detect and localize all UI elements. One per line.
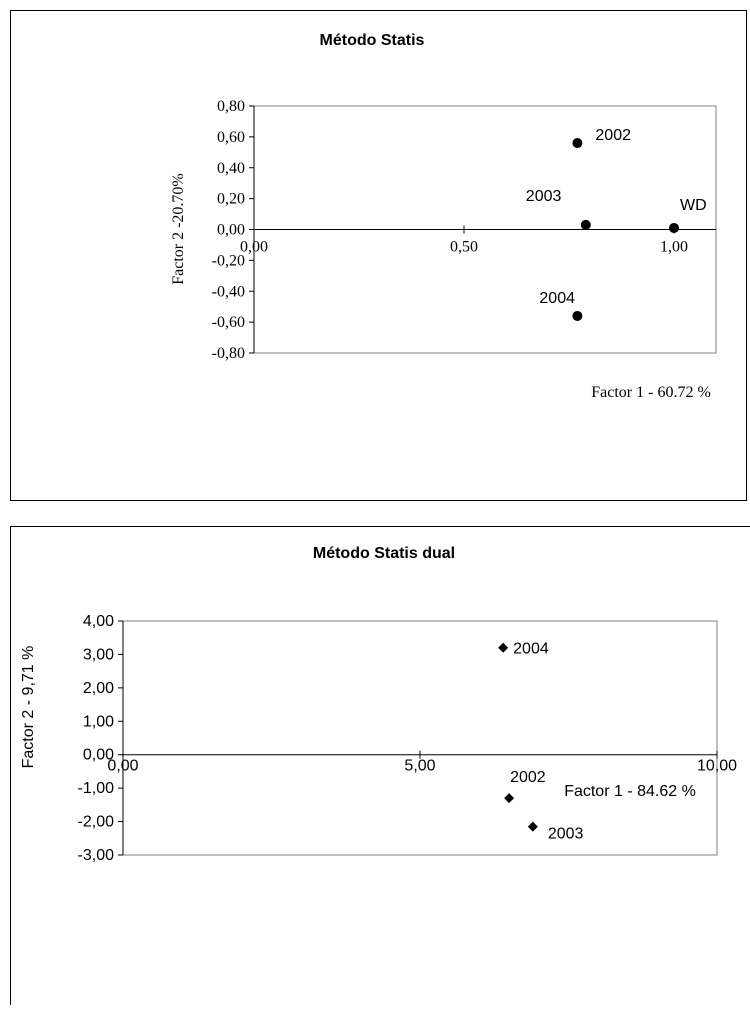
y-axis-label: Factor 2 -20.70%: [170, 173, 187, 285]
chart-statis-dual: Método Statis dual Factor 2 - 9,71 % Fac…: [20, 545, 738, 864]
data-label-2002: 2002: [595, 127, 631, 144]
data-point-2003: [527, 821, 538, 832]
data-point-2003: [580, 219, 591, 230]
y-tick-label: 0,80: [217, 98, 245, 115]
chart-statis: Método Statis Factor 2 -20.70% Factor 1 …: [170, 32, 717, 401]
data-point-2002: [504, 793, 515, 804]
data-label-2003: 2003: [526, 188, 562, 205]
y-tick-label: 0,40: [217, 160, 245, 177]
y-tick-label: 0,60: [217, 129, 245, 146]
y-tick-label: -1,00: [78, 780, 115, 797]
x-tick-label: 0,00: [240, 239, 268, 256]
data-point-2002: [572, 138, 583, 149]
data-label-2003: 2003: [548, 826, 584, 843]
y-tick-label: 0,00: [83, 747, 114, 764]
y-tick-label: -0,40: [212, 283, 245, 300]
y-tick-label: 3,00: [83, 646, 114, 663]
y-tick-label: 1,00: [83, 713, 114, 730]
x-axis-label: Factor 1 - 84.62 %: [564, 783, 696, 800]
y-tick-label: -0,80: [212, 345, 245, 362]
data-label-wd: WD: [680, 197, 707, 214]
data-point-2004: [572, 310, 583, 321]
plot-frame: [122, 620, 718, 856]
x-tick-label: 5,00: [404, 758, 435, 775]
x-tick-label: 0,50: [450, 239, 478, 256]
plot-area: 0,800,600,400,200,00-0,20-0,40-0,60-0,80…: [212, 98, 717, 362]
y-tick-label: 2,00: [83, 680, 114, 697]
data-label-2002: 2002: [510, 769, 546, 786]
y-tick-label: -0,20: [212, 252, 245, 269]
x-tick-label: 1,00: [660, 239, 688, 256]
chart-panel-statis: Método Statis Factor 2 -20.70% Factor 1 …: [10, 10, 747, 501]
data-point-2004: [498, 642, 509, 653]
x-axis-label: Factor 1 - 60.72 %: [591, 384, 711, 401]
y-axis-label: Factor 2 - 9,71 %: [20, 646, 37, 769]
x-tick-label: 0,00: [107, 758, 138, 775]
y-tick-label: -2,00: [78, 814, 115, 831]
data-point-wd: [669, 222, 679, 233]
y-tick-label: 4,00: [83, 613, 114, 630]
plot-area: 4,00 3,00 2,00 1,00 0,00 -1,00 -2,00 -3,00 0,00 5…: [78, 613, 738, 864]
chart-panel-statis-dual: Método Statis dual Factor 2 - 9,71 % Fac…: [10, 526, 750, 1005]
x-tick-label: 10,00: [697, 758, 737, 775]
y-tick-label: -3,00: [78, 847, 115, 864]
y-tick-label: -0,60: [212, 314, 245, 331]
chart-title: Método Statis dual: [313, 545, 455, 562]
y-tick-label: 0,00: [217, 222, 245, 239]
data-label-2004: 2004: [539, 290, 575, 307]
data-label-2004: 2004: [513, 641, 549, 658]
chart-title: Método Statis: [320, 32, 425, 49]
y-tick-label: 0,20: [217, 191, 245, 208]
